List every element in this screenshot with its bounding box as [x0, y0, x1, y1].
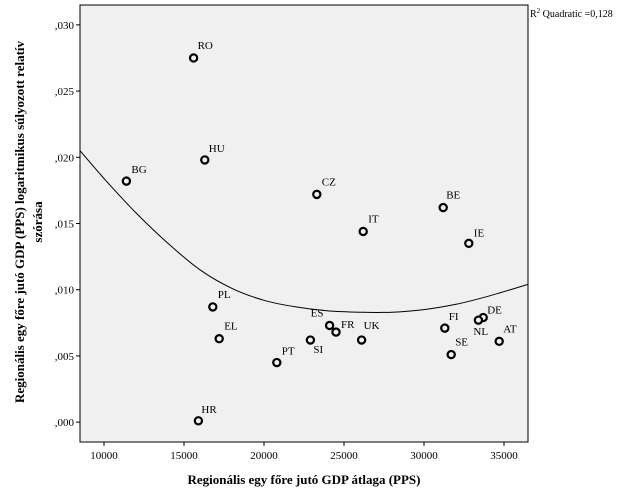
data-point-it — [358, 226, 368, 237]
x-tick-label: 25000 — [330, 450, 358, 462]
y-tick-label: ,015 — [55, 219, 75, 231]
point-label-pl: PL — [218, 289, 231, 301]
data-point-si — [305, 335, 316, 345]
data-point-ro — [188, 53, 199, 63]
point-label-ro: RO — [198, 40, 213, 52]
point-label-fr: FR — [341, 319, 355, 331]
point-label-bg: BG — [131, 164, 146, 176]
point-label-it: IT — [368, 213, 379, 225]
point-label-at: AT — [503, 323, 517, 335]
data-point-be — [438, 202, 448, 213]
data-point-el — [214, 334, 224, 344]
y-tick-label: ,010 — [55, 285, 75, 297]
x-tick-label: 35000 — [490, 450, 518, 462]
y-tick-label: ,000 — [55, 417, 75, 429]
plot-area — [79, 4, 529, 443]
data-point-bg — [121, 176, 132, 186]
point-label-nl: NL — [473, 326, 488, 338]
data-point-pl — [208, 302, 218, 312]
data-point-uk — [356, 335, 367, 345]
point-label-hu: HU — [209, 143, 225, 155]
data-point-hu — [200, 155, 210, 165]
data-point-nl — [473, 315, 484, 325]
y-tick-label: ,020 — [55, 152, 75, 164]
point-label-pt: PT — [282, 346, 295, 358]
y-tick-label: ,005 — [55, 351, 75, 363]
data-point-fi — [440, 323, 450, 333]
x-axis-title: Regionális egy főre jutó GDP átlaga (PPS… — [187, 472, 420, 487]
data-point-es — [324, 320, 335, 331]
point-label-si: SI — [313, 344, 323, 356]
data-point-se — [446, 349, 456, 360]
data-point-fr — [331, 327, 341, 337]
data-point-cz — [312, 189, 322, 200]
x-tick-label: 20000 — [250, 450, 278, 462]
point-label-fi: FI — [449, 311, 459, 323]
data-point-ie — [464, 238, 474, 249]
y-axis-title-line1: Regionális egy főre jutó GDP (PPS) logar… — [12, 40, 27, 403]
data-point-hr — [193, 416, 204, 426]
x-tick-label: 10000 — [90, 450, 118, 462]
y-tick-label: ,030 — [55, 20, 75, 32]
point-label-se: SE — [455, 337, 468, 349]
data-points: RO HU BG CZ BE IT IE PL EL ES FR UK SI PT FI DE NL SE AT HR — [121, 40, 517, 426]
x-tick-label: 15000 — [170, 450, 198, 462]
point-label-el: EL — [224, 321, 238, 333]
point-label-uk: UK — [364, 320, 380, 332]
axis-ticks: 10000 15000 20000 25000 30000 35000 ,000 ,005 ,0… — [55, 20, 519, 462]
y-axis-title-line2: szórása — [30, 201, 45, 243]
quadratic-fit-line — [79, 150, 529, 313]
point-label-ie: IE — [474, 227, 485, 239]
point-label-be: BE — [446, 190, 460, 202]
data-point-at — [494, 336, 504, 347]
point-label-hr: HR — [201, 404, 217, 416]
point-label-de: DE — [487, 305, 502, 317]
point-label-es: ES — [311, 307, 324, 319]
x-tick-label: 30000 — [410, 450, 438, 462]
y-tick-label: ,025 — [55, 86, 75, 98]
r2-annotation: R2 Quadratic =0,128 — [530, 7, 613, 20]
point-label-cz: CZ — [322, 176, 336, 188]
data-point-pt — [272, 357, 282, 368]
